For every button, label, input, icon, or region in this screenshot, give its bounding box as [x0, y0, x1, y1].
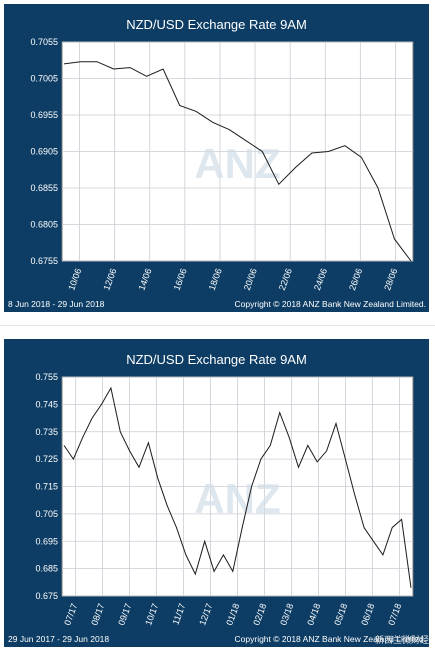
y-tick-label: 0.6755 — [30, 256, 58, 266]
y-tick-label: 0.685 — [35, 564, 58, 574]
plot-1: 0.6755 0.6805 0.6855 0.6905 0.6955 0.7005 0.70… — [30, 37, 414, 292]
series-line-1 — [63, 386, 412, 588]
y-tick-label: 0.745 — [35, 399, 58, 409]
plot-2: 0.675 0.685 0.695 0.705 0.715 0.725 0.735 0.745… — [35, 372, 414, 627]
y-tick-label: 0.735 — [35, 427, 58, 437]
y-tick-label: 0.725 — [35, 454, 58, 464]
x-tick-label: 02/18 — [251, 602, 268, 627]
y-tick-label: 0.675 — [35, 591, 58, 601]
x-tick-label: 03/18 — [278, 602, 295, 627]
x-tick-label: 01/18 — [224, 602, 241, 627]
x-tick-label: 14/06 — [137, 267, 154, 292]
y-tick-label: 0.705 — [35, 509, 58, 519]
x-tick-label: 18/06 — [207, 267, 224, 292]
x-tick-label: 24/06 — [312, 267, 329, 292]
x-tick-label: 08/17 — [89, 602, 106, 627]
x-tick-label: 16/06 — [172, 267, 189, 292]
y-tick-label: 0.6855 — [30, 183, 58, 193]
wechat-watermark: 新西兰微财经 — [374, 635, 429, 645]
x-tick-label: 06/18 — [359, 602, 376, 627]
y-tick-label: 0.755 — [35, 372, 58, 382]
y-tick-label: 0.6805 — [30, 220, 58, 230]
x-tick-label: 12/06 — [101, 267, 118, 292]
x-tick-label: 26/06 — [347, 267, 364, 292]
copyright-1: Copyright © 2018 ANZ Bank New Zealand Li… — [234, 299, 426, 309]
chart-title-2: NZD/USD Exchange Rate 9AM — [126, 352, 307, 367]
y-tick-label: 0.715 — [35, 482, 58, 492]
y-tick-label: 0.6905 — [30, 147, 58, 157]
anz-watermark-logo: ANZ — [194, 475, 280, 522]
x-tick-label: 20/06 — [242, 267, 259, 292]
x-tick-label: 07/17 — [62, 602, 79, 627]
x-tick-label: 04/18 — [305, 602, 322, 627]
x-tick-label: 05/18 — [332, 602, 349, 627]
y-tick-label: 0.6955 — [30, 110, 58, 120]
y-tick-label: 0.7055 — [30, 37, 58, 47]
x-tick-label: 12/17 — [197, 602, 214, 627]
x-tick-label: 10/17 — [143, 602, 160, 627]
series-line-0 — [63, 61, 412, 262]
x-tick-label: 10/06 — [66, 267, 83, 292]
chart-title-1: NZD/USD Exchange Rate 9AM — [126, 17, 307, 32]
chart-panel-2: NZD/USD Exchange Rate 9AM 0.675 0.685 0.69… — [4, 339, 429, 647]
chart-panel-1: NZD/USD Exchange Rate 9AM 0.6755 0.6805 0.… — [4, 4, 429, 312]
date-range-1: 8 Jun 2018 - 29 Jun 2018 — [8, 299, 105, 309]
x-tick-label: 09/17 — [116, 602, 133, 627]
date-range-2: 29 Jun 2017 - 29 Jun 2018 — [8, 634, 110, 644]
y-tick-label: 0.7005 — [30, 74, 58, 84]
x-tick-label: 07/18 — [386, 602, 403, 627]
copyright-2: Copyright © 2018 ANZ Bank New Zealand Li… — [234, 634, 426, 644]
anz-watermark-logo: ANZ — [194, 140, 280, 187]
y-tick-label: 0.695 — [35, 536, 58, 546]
x-tick-label: 28/06 — [382, 267, 399, 292]
divider — [0, 325, 435, 326]
x-tick-label: 22/06 — [277, 267, 294, 292]
x-tick-label: 11/17 — [170, 602, 187, 626]
